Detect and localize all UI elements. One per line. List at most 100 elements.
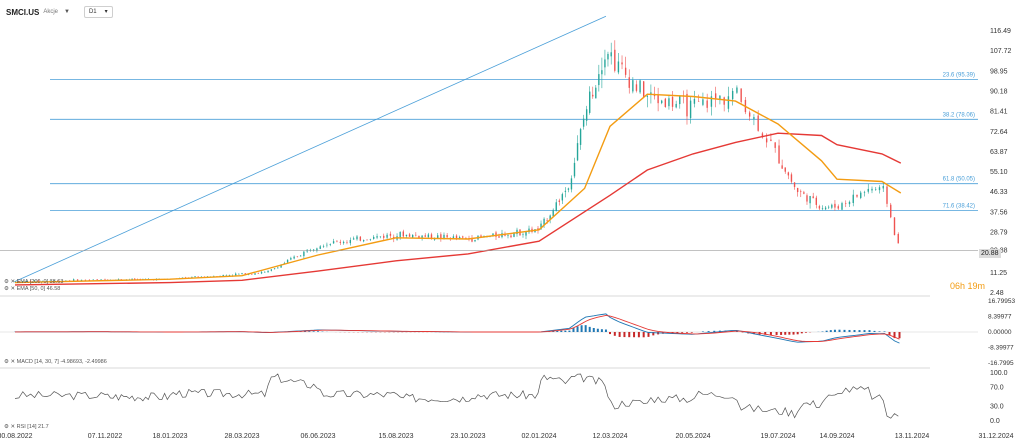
candle-body	[796, 187, 799, 193]
candle-body	[131, 278, 133, 280]
settings-icon[interactable]: ⚙ ✕	[4, 286, 16, 292]
price-tick-label: 37.56	[990, 209, 1008, 216]
candle-body	[537, 228, 539, 231]
macd-histogram-bar	[609, 332, 611, 335]
candle-body	[238, 273, 240, 275]
candle-body	[828, 206, 830, 208]
candle-body	[778, 145, 780, 164]
candle-body	[621, 62, 623, 65]
settings-icon[interactable]: ⚙ ✕	[4, 279, 16, 285]
macd-histogram-bar	[883, 331, 886, 332]
macd-histogram-bar	[618, 332, 621, 337]
candle-body	[875, 189, 877, 190]
candle-body	[513, 233, 515, 237]
candle-body	[369, 239, 372, 240]
candle-body	[14, 281, 16, 282]
candle-body	[657, 94, 659, 104]
candle-body	[646, 95, 648, 97]
legend-macd[interactable]: ⚙ ✕ MACD [14, 30, 7] -4.98693, -2.49986	[4, 359, 107, 365]
candle-body	[458, 237, 461, 239]
candle-body	[322, 246, 325, 247]
date-tick-label: 12.03.2024	[592, 433, 627, 440]
candle-body	[610, 52, 612, 57]
candle-body	[197, 276, 199, 278]
candle-body	[418, 235, 420, 238]
candle-body	[812, 196, 814, 199]
candle-body	[567, 188, 570, 190]
macd-histogram-bar	[780, 332, 783, 335]
candle-body	[564, 190, 567, 192]
macd-line	[15, 313, 900, 344]
legend-ema-fast-text: EMA [50, 0] 46.58	[16, 286, 61, 292]
candle-body	[49, 280, 51, 282]
candle-body	[632, 80, 634, 92]
candle-body	[731, 90, 734, 100]
candle-body	[405, 234, 408, 237]
trend-line-segment	[14, 15, 607, 282]
macd-histogram-bar	[764, 332, 767, 335]
legend-rsi[interactable]: ⚙ ✕ RSI [14] 21.7	[4, 424, 49, 430]
candle-body	[399, 231, 401, 238]
candle-body	[440, 234, 442, 239]
candle-body	[373, 236, 375, 239]
candle-body	[427, 234, 430, 238]
candle-body	[757, 115, 759, 131]
macd-histogram-bar	[556, 330, 559, 332]
macd-histogram-bar	[796, 332, 799, 335]
date-tick-label: 19.07.2024	[760, 433, 795, 440]
candle-body	[595, 87, 597, 99]
candle-body	[803, 192, 805, 194]
candle-body	[585, 109, 588, 121]
candle-body	[117, 279, 120, 280]
settings-icon[interactable]: ⚙ ✕	[4, 424, 16, 430]
symbol-label[interactable]: SMCI.US	[6, 7, 40, 17]
candle-body	[293, 256, 295, 259]
candle-body	[727, 96, 730, 109]
candle-body	[761, 133, 764, 138]
ema-lines	[14, 93, 902, 286]
legend-rsi-text: RSI [14] 21.7	[16, 424, 49, 430]
candle-body	[546, 220, 548, 221]
date-tick-label: 07.11.2022	[88, 433, 123, 440]
candle-body	[579, 129, 582, 145]
candle-body	[309, 249, 312, 251]
candle-body	[37, 280, 40, 282]
macd-histogram-bar	[878, 331, 881, 332]
macd-histogram-bar	[308, 331, 311, 332]
candle-body	[346, 242, 348, 243]
candle-body	[389, 233, 392, 236]
candle-body	[18, 281, 20, 283]
fib-level-label: 38.2 (78.06)	[943, 112, 975, 118]
macd-histogram-bar	[633, 332, 636, 338]
candle-body	[886, 186, 888, 204]
candle-body	[675, 103, 677, 108]
macd-histogram-bar	[596, 328, 599, 332]
candle-body	[809, 196, 811, 204]
candle-body	[664, 98, 667, 108]
date-tick-label: 23.10.2023	[450, 433, 485, 440]
legend-ema-fast[interactable]: ⚙ ✕ EMA [50, 0] 46.58	[4, 286, 60, 292]
price-tick-label: 11.25	[990, 270, 1007, 277]
candle-body	[424, 235, 426, 237]
macd-histogram-bar	[628, 332, 631, 338]
candle-body	[576, 143, 579, 161]
candle-body	[495, 232, 497, 237]
candle-body	[668, 98, 670, 107]
candle-body	[33, 280, 36, 282]
macd-histogram-bar	[752, 332, 755, 335]
candle-body	[332, 241, 335, 244]
macd-histogram-bar	[312, 331, 315, 332]
candle-body	[446, 235, 448, 238]
candle-body	[359, 236, 362, 241]
legend-ema200[interactable]: ⚙ ✕ EMA [200, 0] 38.63	[4, 279, 63, 285]
settings-icon[interactable]: ⚙ ✕	[4, 359, 16, 365]
candle-body	[702, 99, 704, 105]
timeframe-select[interactable]: D1 ▾	[83, 6, 113, 18]
chevron-down-icon[interactable]: ▼	[64, 9, 70, 15]
candle-body	[689, 100, 692, 119]
price-tick-label: 55.10	[990, 169, 1008, 176]
macd-histogram-bar	[788, 332, 791, 335]
candle-body	[349, 240, 352, 244]
candle-body	[614, 49, 616, 71]
